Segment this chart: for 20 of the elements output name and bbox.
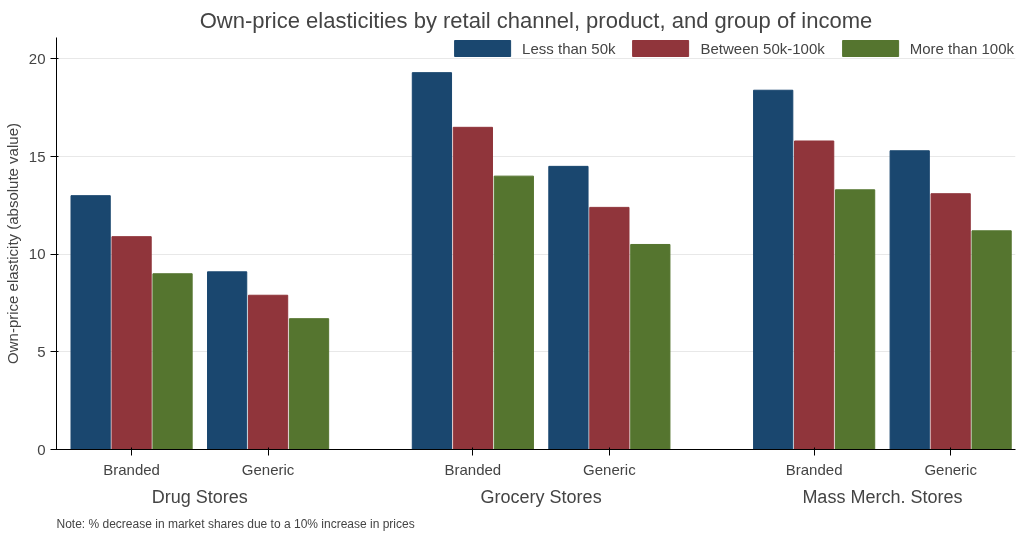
text: Mass Merch. Stores [802,486,963,507]
text: Drug Stores [151,486,248,507]
legend-label: More than 100k [909,38,1014,58]
y-axis-title: Own-price elasticity (absolute value) [3,123,21,364]
y-tick-label: 10 [28,245,46,263]
legend-label: Less than 50k [522,38,616,58]
x-tick-label: Generic [583,460,637,478]
legend-label: Between 50k-100k [700,38,825,58]
y-tick-label: 5 [37,342,46,360]
x-tick-label: Branded [103,460,160,478]
x-tick-label: Branded [785,460,843,478]
text: Grocery Stores [480,486,602,507]
y-tick-label: 20 [28,49,46,67]
x-tick-label: Branded [444,460,502,478]
y-tick-label: 0 [37,440,46,458]
y-tick-label: 15 [28,147,46,165]
x-tick-label: Generic [924,460,978,478]
chart-title: Own-price elasticities by retail channel, product, and group of income [199,7,873,33]
x-tick-label: Generic [241,460,295,478]
text: Note: % decrease in market shares due to a 10% increase in prices [56,516,415,531]
